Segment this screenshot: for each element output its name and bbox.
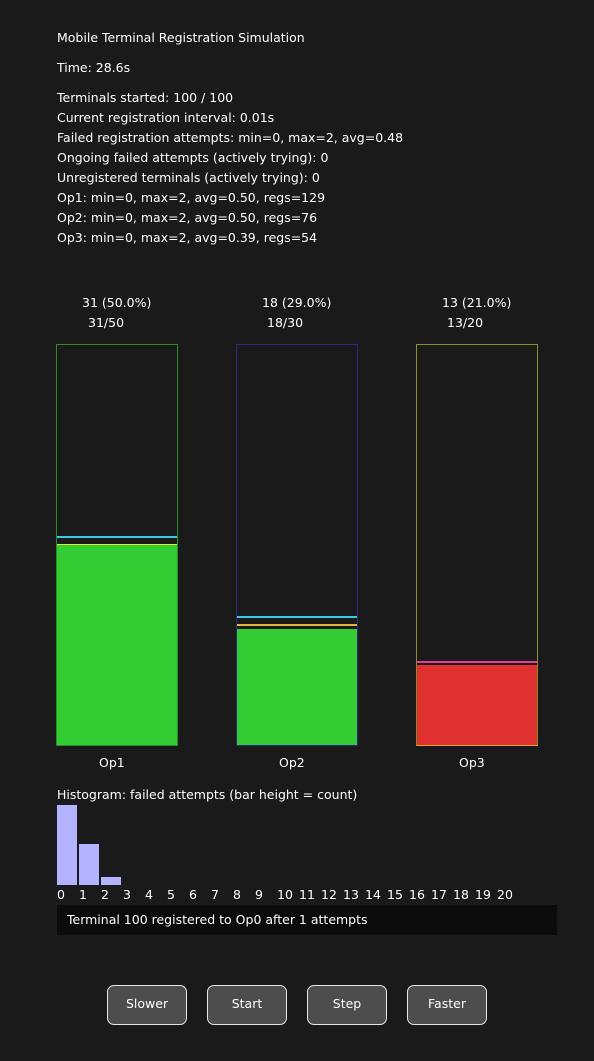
histogram-tick-label: 7	[211, 888, 233, 902]
histogram-tick-label: 6	[189, 888, 211, 902]
step-button[interactable]: Step	[307, 985, 387, 1025]
stat-terminals-started: Terminals started: 100 / 100	[57, 91, 233, 105]
stat-op2: Op2: min=0, max=2, avg=0.50, regs=76	[57, 211, 317, 225]
op3-name: Op3	[459, 756, 485, 770]
stat-ongoing-failed: Ongoing failed attempts (actively trying…	[57, 151, 328, 165]
op2-level-line	[237, 624, 357, 626]
faster-button[interactable]: Faster	[407, 985, 487, 1025]
histogram-tick-label: 8	[233, 888, 255, 902]
histogram-tick-label: 4	[145, 888, 167, 902]
op1-name: Op1	[99, 756, 125, 770]
histogram-tick-label: 3	[123, 888, 145, 902]
status-message: Terminal 100 registered to Op0 after 1 a…	[57, 905, 557, 935]
histogram-bar	[57, 805, 77, 885]
op2-threshold-line	[237, 616, 357, 618]
time-readout: Time: 28.6s	[57, 61, 130, 75]
histogram-tick-label: 2	[101, 888, 123, 902]
histogram-tick-label: 1	[79, 888, 101, 902]
op1-capacity-bar	[56, 344, 178, 746]
op2-ratio-label: 18/30	[267, 316, 303, 330]
app-title: Mobile Terminal Registration Simulation	[57, 31, 305, 45]
op1-fill	[57, 545, 177, 745]
op2-fill	[237, 629, 357, 745]
histogram-bar	[79, 844, 99, 885]
op3-ratio-label: 13/20	[447, 316, 483, 330]
histogram-tick-label: 17	[431, 888, 453, 902]
op1-ratio-label: 31/50	[88, 316, 124, 330]
histogram-tick-label: 13	[343, 888, 365, 902]
histogram-tick-label: 0	[57, 888, 79, 902]
stat-op3: Op3: min=0, max=2, avg=0.39, regs=54	[57, 231, 317, 245]
op1-count-label: 31 (50.0%)	[82, 296, 151, 310]
stat-registration-interval: Current registration interval: 0.01s	[57, 111, 274, 125]
op3-count-label: 13 (21.0%)	[442, 296, 511, 310]
histogram-tick-label: 12	[321, 888, 343, 902]
op3-threshold-line	[417, 661, 537, 663]
slower-button[interactable]: Slower	[107, 985, 187, 1025]
histogram-tick-label: 18	[453, 888, 475, 902]
op3-fill	[417, 665, 537, 745]
op2-name: Op2	[279, 756, 305, 770]
op3-capacity-bar	[416, 344, 538, 746]
stat-unregistered: Unregistered terminals (actively trying)…	[57, 171, 320, 185]
histogram-tick-label: 14	[365, 888, 387, 902]
histogram-tick-label: 10	[277, 888, 299, 902]
histogram-tick-label: 5	[167, 888, 189, 902]
histogram-tick-label: 16	[409, 888, 431, 902]
histogram-tick-label: 9	[255, 888, 277, 902]
histogram-title: Histogram: failed attempts (bar height =…	[57, 788, 357, 802]
stat-op1: Op1: min=0, max=2, avg=0.50, regs=129	[57, 191, 325, 205]
histogram-bar	[101, 877, 121, 885]
start-button[interactable]: Start	[207, 985, 287, 1025]
op2-count-label: 18 (29.0%)	[262, 296, 331, 310]
histogram-tick-label: 20	[497, 888, 519, 902]
histogram-tick-label: 11	[299, 888, 321, 902]
histogram-tick-label: 15	[387, 888, 409, 902]
stat-failed-attempts: Failed registration attempts: min=0, max…	[57, 131, 403, 145]
op2-capacity-bar	[236, 344, 358, 746]
histogram-tick-label: 19	[475, 888, 497, 902]
op1-threshold-line	[57, 536, 177, 538]
